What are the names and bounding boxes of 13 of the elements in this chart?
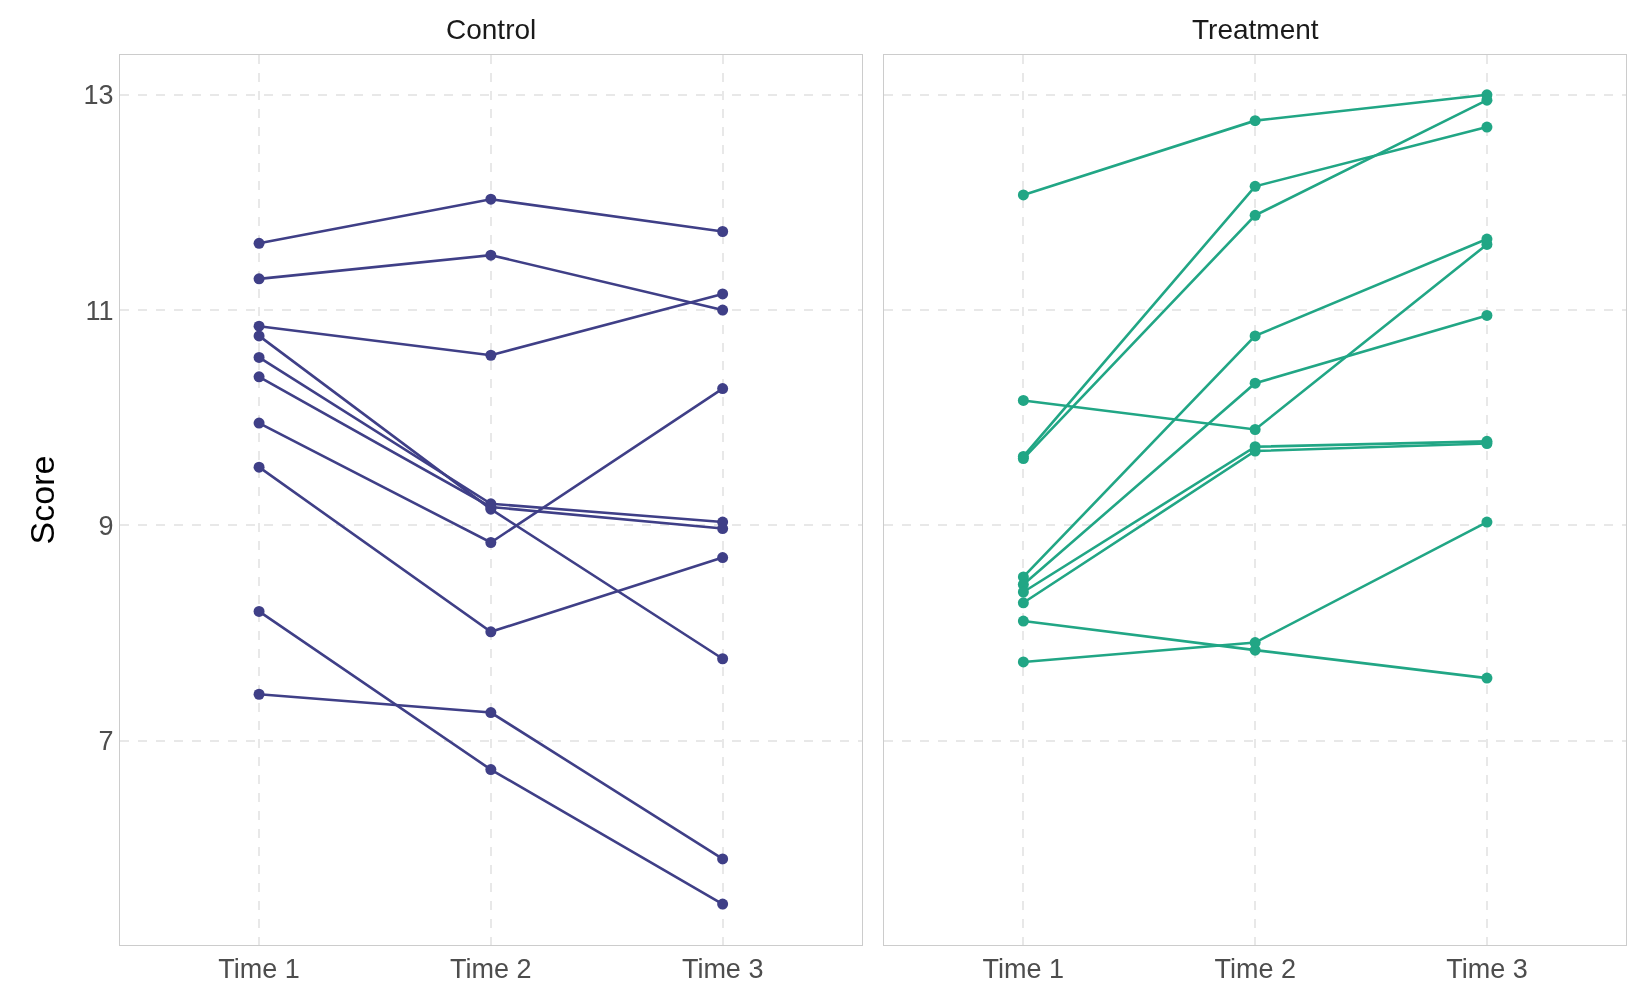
y-tick-label: 9 xyxy=(98,510,114,541)
chart-title: Control xyxy=(446,14,537,45)
chart-title: Treatment xyxy=(1192,14,1319,45)
x-tick-label: Time 1 xyxy=(218,954,300,985)
y-tick-label: 13 xyxy=(83,80,114,111)
x-tick-label: Time 1 xyxy=(982,954,1065,985)
y-tick-label: 11 xyxy=(85,295,114,326)
x-tick-label: Time 3 xyxy=(681,954,764,985)
x-tick-label: Time 2 xyxy=(1214,954,1296,985)
y-axis-title: Score xyxy=(23,455,62,545)
x-tick-label: Time 3 xyxy=(1446,954,1528,985)
y-tick-label: 7 xyxy=(98,725,114,756)
x-tick-label: Time 2 xyxy=(450,954,532,985)
